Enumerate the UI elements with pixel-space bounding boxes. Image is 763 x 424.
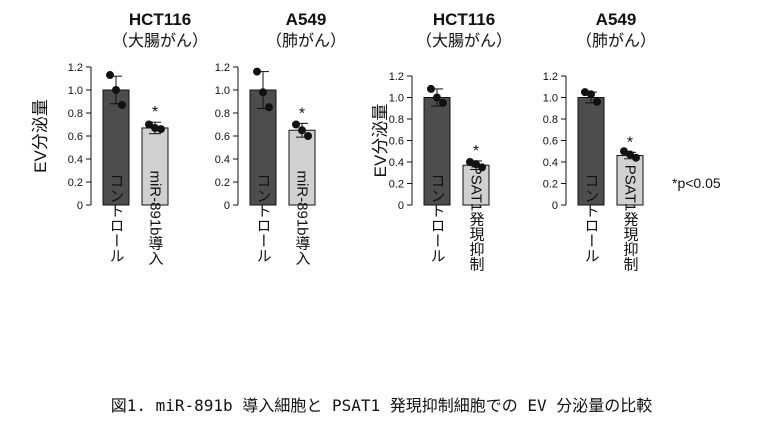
category-label: コントロール <box>583 173 600 263</box>
data-point <box>292 120 300 129</box>
data-point <box>157 125 165 134</box>
data-point <box>620 147 628 156</box>
y-tick-label: 0.2 <box>389 179 404 191</box>
y-tick-label: 0.6 <box>543 136 558 148</box>
data-point <box>581 88 589 97</box>
data-point <box>298 126 306 135</box>
panel-title: HCT116 <box>433 10 495 29</box>
y-tick-label: 0.4 <box>389 157 404 169</box>
category-label: miR-891b導入 <box>294 170 311 265</box>
data-point <box>259 88 267 97</box>
y-tick-label: 0 <box>552 200 558 212</box>
data-point <box>478 163 486 172</box>
y-tick-label: 0.8 <box>215 108 230 120</box>
panel-subtitle: （肺がん） <box>576 32 656 50</box>
panel-title: A549 <box>596 10 637 29</box>
y-tick-label: 1.0 <box>68 85 83 97</box>
data-point <box>304 132 312 140</box>
data-point <box>151 123 159 132</box>
y-tick-label: 0.2 <box>215 177 230 189</box>
y-tick-label: 0.2 <box>68 177 83 189</box>
category-label: PSAT1発現抑制 <box>622 165 639 272</box>
y-tick-label: 1.2 <box>389 71 404 83</box>
y-tick-label: 0.6 <box>389 136 404 148</box>
figure: HCT116 （大腸がん） 0 0.2 0.4 0.6 0.8 1.0 1.2 EV分泌量コントロ… <box>31 10 656 272</box>
y-axis-label: EV分泌量 <box>31 99 50 173</box>
data-point <box>253 67 261 76</box>
category-label: PSAT1発現抑制 <box>468 165 485 272</box>
data-point <box>626 150 634 159</box>
panel-subtitle: （大腸がん） <box>112 32 208 50</box>
panel-title: HCT116 <box>129 10 191 29</box>
category-label: コントロール <box>255 173 272 263</box>
significance-star: * <box>152 104 158 121</box>
y-tick-label: 0.8 <box>68 108 83 120</box>
y-tick-label: 0.6 <box>215 131 230 143</box>
data-point <box>593 97 601 106</box>
bar-control <box>423 97 451 206</box>
y-tick-label: 1.0 <box>543 93 558 105</box>
y-tick-label: 0.2 <box>543 179 558 191</box>
y-tick-label: 1.2 <box>543 71 558 83</box>
data-point <box>632 153 640 162</box>
bar-treatment <box>462 164 490 206</box>
bar-treatment <box>616 155 644 206</box>
panel-title: A549 <box>286 10 327 29</box>
data-point <box>466 158 474 166</box>
bar-control <box>577 97 605 206</box>
significance-star: * <box>299 105 305 122</box>
data-point <box>472 160 480 169</box>
bar-control <box>102 89 130 206</box>
significance-note: *p<0.05 <box>672 175 721 191</box>
data-point <box>433 93 441 102</box>
y-tick-label: 1.2 <box>68 62 83 74</box>
y-tick-label: 0.8 <box>389 114 404 126</box>
significance-star: * <box>627 134 633 151</box>
y-tick-label: 0.4 <box>68 154 83 166</box>
category-label: コントロール <box>108 173 125 263</box>
y-tick-label: 0.4 <box>543 157 558 169</box>
y-tick-label: 0 <box>77 200 83 212</box>
data-point <box>118 100 126 109</box>
data-point <box>427 84 435 93</box>
y-tick-label: 1.2 <box>215 62 230 74</box>
category-label: miR-891b導入 <box>147 170 164 265</box>
y-tick-label: 1.0 <box>215 85 230 97</box>
data-point <box>112 86 120 94</box>
panel-subtitle: （肺がん） <box>266 32 346 50</box>
y-tick-label: 0.4 <box>215 154 230 166</box>
data-point <box>587 90 595 99</box>
y-tick-label: 0.8 <box>543 114 558 126</box>
y-tick-label: 1.0 <box>389 93 404 105</box>
data-point <box>106 71 114 80</box>
data-point <box>145 120 153 129</box>
panel-subtitle: （大腸がん） <box>416 32 512 50</box>
category-label: コントロール <box>429 173 446 263</box>
y-tick-label: 0 <box>398 200 404 212</box>
data-point <box>265 103 273 112</box>
bar-treatment <box>141 127 169 206</box>
data-point <box>439 98 447 107</box>
y-axis-label: EV分泌量 <box>371 104 390 178</box>
significance-star: * <box>473 143 479 160</box>
figure-caption: 図1. miR-891b 導入細胞と PSAT1 発現抑制細胞での EV 分泌量… <box>110 396 653 415</box>
y-tick-label: 0.6 <box>68 131 83 143</box>
y-tick-label: 0 <box>224 200 230 212</box>
